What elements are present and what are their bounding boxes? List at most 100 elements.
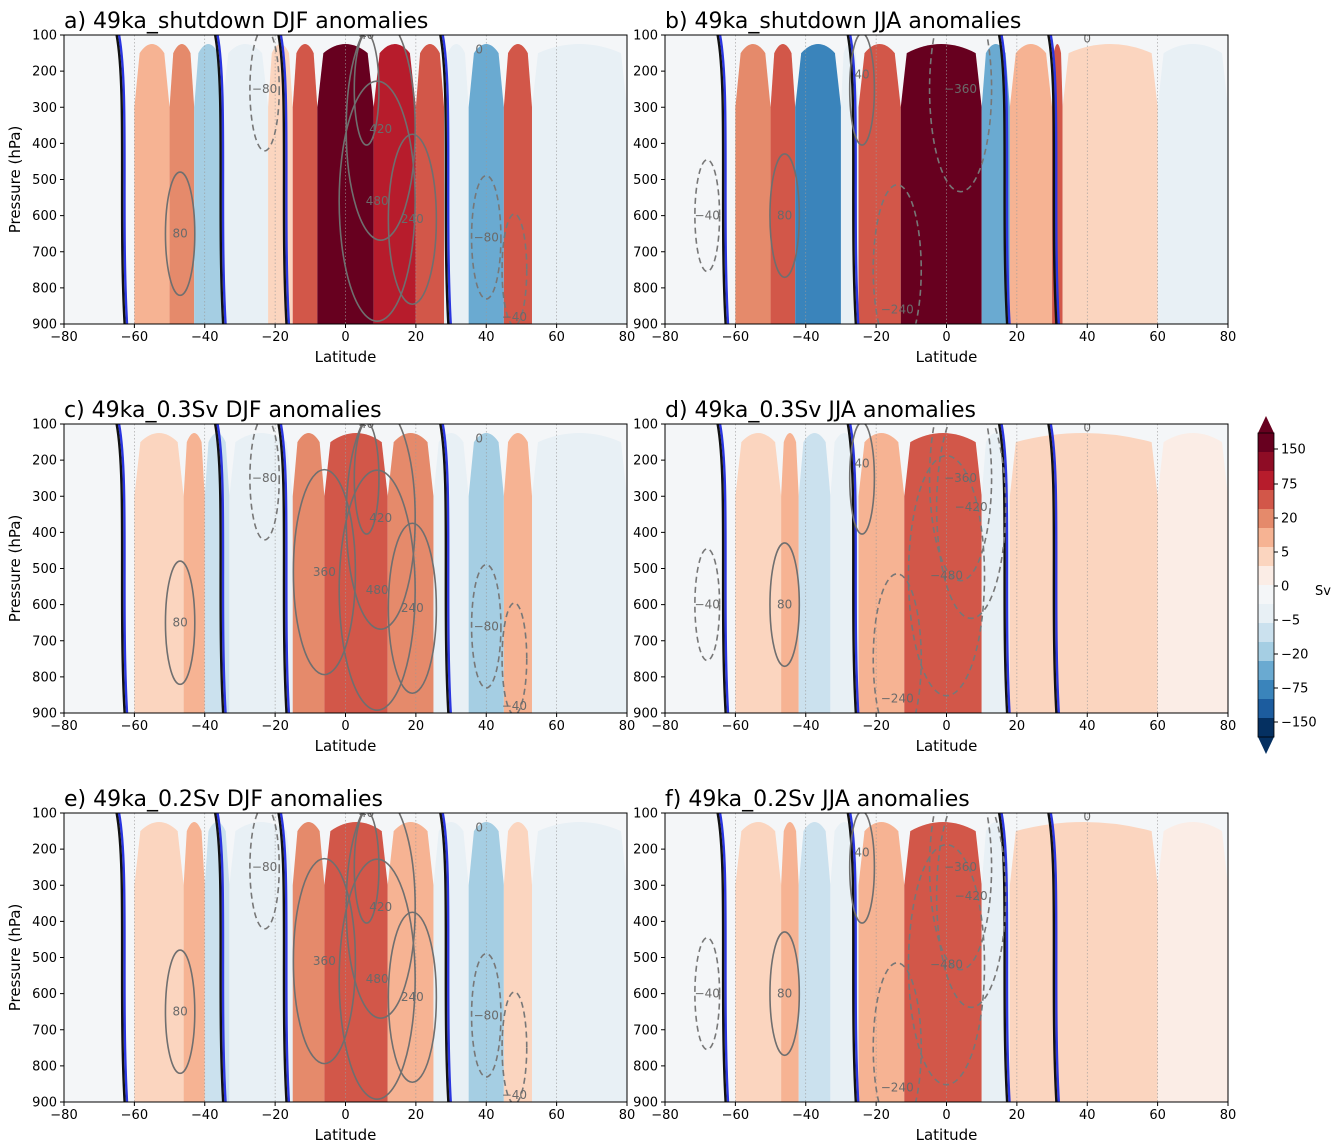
y-tick-label: 400 — [32, 526, 57, 541]
contour-label: 80 — [777, 598, 792, 612]
contour-line — [292, 857, 357, 1065]
x-tick-label: −60 — [121, 719, 148, 734]
colorbar-segment — [1258, 585, 1274, 605]
y-tick-label: 200 — [633, 454, 658, 469]
colorbar-segment — [1258, 680, 1274, 700]
contour-line — [935, 813, 1007, 1009]
x-tick-label: −40 — [191, 719, 218, 734]
y-tick-label: 700 — [633, 245, 658, 260]
contour-label: −40 — [502, 1088, 527, 1102]
y-tick-label: 900 — [633, 318, 658, 333]
colorbar-segment — [1258, 433, 1274, 453]
contour-line — [694, 936, 721, 1051]
panel-e: 80 −80 40 360 420 480 240 −80 −40 0 −80 −60 −40 −20 0 2… — [6, 787, 635, 1144]
x-tick-label: 0 — [341, 330, 349, 345]
zero-contour — [279, 35, 291, 324]
anomaly-cell — [292, 433, 325, 713]
zero-contour — [1047, 813, 1058, 1102]
zero-contour — [718, 35, 730, 324]
anomaly-cell — [373, 44, 416, 324]
y-tick-label: 900 — [633, 707, 658, 722]
colorbar-frame — [1257, 432, 1275, 738]
anomaly-cell — [183, 433, 205, 713]
x-tick-label: −40 — [792, 719, 819, 734]
zero-contour — [213, 424, 225, 713]
y-tick-label: 300 — [633, 101, 658, 116]
contour-line — [501, 991, 528, 1102]
y-tick-label: 700 — [633, 1023, 658, 1038]
contour-label: −80 — [474, 230, 499, 244]
anomaly-cell — [503, 433, 532, 713]
contour-label: 40 — [854, 68, 869, 82]
y-tick-label: 100 — [32, 807, 57, 822]
anomaly-cell — [317, 44, 374, 324]
plot-body: 80 −80 40 360 420 480 240 −80 −40 0 — [115, 424, 627, 713]
zero-contour — [849, 424, 860, 713]
x-tick-label: −40 — [792, 330, 819, 345]
contour-label: 0 — [1083, 32, 1091, 46]
colorbar-tick-label: −150 — [1281, 716, 1317, 731]
anomaly-cell — [444, 44, 469, 324]
panel-title: c) 49ka_0.3Sv DJF anomalies — [64, 398, 382, 423]
x-tick-label: 60 — [1149, 1108, 1166, 1123]
x-axis-label: Latitude — [916, 737, 978, 755]
contour-line — [694, 547, 721, 662]
contour-line — [387, 522, 438, 695]
y-tick-label: 600 — [633, 209, 658, 224]
contour-label: −40 — [695, 598, 720, 612]
anomaly-cell — [781, 433, 799, 713]
anomaly-cell — [981, 822, 1010, 1102]
contour-label: 480 — [366, 194, 389, 208]
contour-line — [872, 573, 923, 713]
contour-label: 80 — [777, 209, 792, 223]
anomaly-cell — [795, 44, 841, 324]
y-tick-label: 900 — [32, 707, 57, 722]
y-tick-label: 200 — [32, 454, 57, 469]
x-tick-label: −20 — [261, 1108, 288, 1123]
panel-d: −40 80 40 −360 −420 −480 −240 0 −80 −60 −40 −20 0 20 4… — [633, 398, 1236, 755]
zero-contour — [216, 424, 227, 713]
anomaly-cell — [858, 433, 905, 713]
anomaly-cell — [781, 822, 799, 1102]
y-tick-label: 800 — [32, 670, 57, 685]
contour-line — [907, 843, 986, 1086]
colorbar-segment — [1258, 490, 1274, 510]
x-tick-label: 60 — [1149, 719, 1166, 734]
anomaly-cell — [981, 44, 1010, 324]
zero-contour — [1049, 424, 1060, 713]
zero-contour — [441, 35, 452, 324]
y-tick-label: 800 — [32, 1059, 57, 1074]
zero-contour — [439, 424, 450, 713]
contour-label: −480 — [930, 958, 963, 972]
y-tick-label: 300 — [32, 101, 57, 116]
contour-label: 480 — [366, 972, 389, 986]
zero-contour — [849, 35, 860, 324]
contour-label: 0 — [475, 431, 483, 445]
zero-contour — [1049, 813, 1060, 1102]
colorbar-extend-min — [1258, 737, 1274, 754]
panel-title: e) 49ka_0.2Sv DJF anomalies — [64, 787, 383, 812]
anomaly-cell — [531, 433, 627, 713]
zero-contour — [1047, 35, 1058, 324]
contour-label: −360 — [944, 471, 977, 485]
x-tick-label: 0 — [942, 719, 950, 734]
y-tick-label: 800 — [633, 281, 658, 296]
anomaly-cell — [468, 822, 504, 1102]
colorbar-segment — [1258, 642, 1274, 662]
contour-line — [353, 813, 380, 924]
x-tick-label: 40 — [478, 330, 495, 345]
colorbar-segment — [1258, 699, 1274, 719]
x-tick-label: 20 — [1009, 330, 1026, 345]
anomaly-cell — [503, 44, 532, 324]
panel-title: f) 49ka_0.2Sv JJA anomalies — [665, 787, 970, 812]
contour-label: 240 — [401, 990, 424, 1004]
colorbar-tick-label: 20 — [1281, 512, 1298, 527]
contour-label: −80 — [474, 1008, 499, 1022]
contour-line — [872, 962, 923, 1102]
anomaly-cell — [1009, 44, 1053, 324]
anomaly-cell — [134, 44, 170, 324]
zero-contour — [1047, 424, 1058, 713]
anomaly-cell — [858, 822, 905, 1102]
contour-label: 420 — [369, 122, 392, 136]
contour-line — [353, 35, 380, 146]
